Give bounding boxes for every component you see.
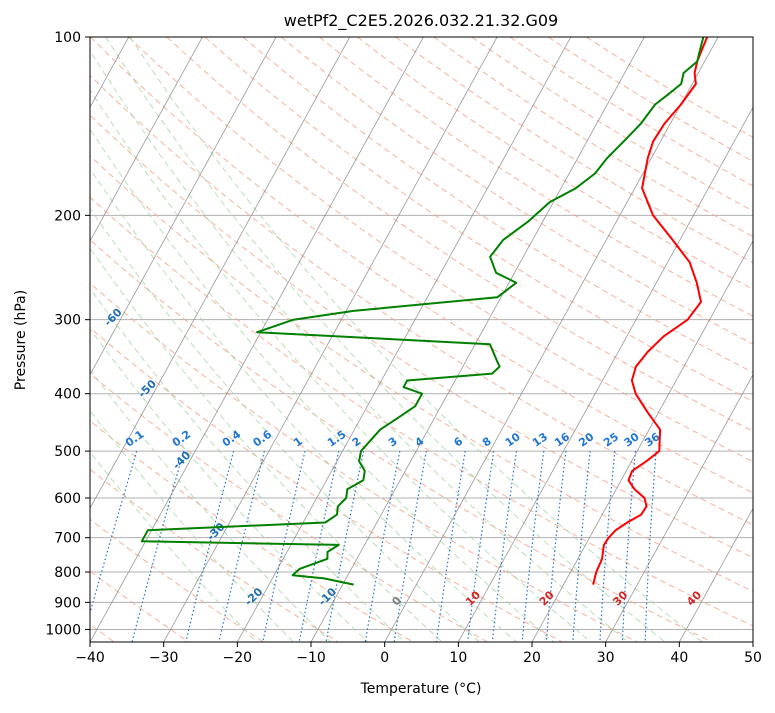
- x-axis-title: Temperature (°C): [360, 681, 482, 697]
- y-tick-label: 500: [54, 444, 81, 460]
- y-tick-label: 200: [54, 208, 81, 224]
- x-tick-label: 0: [380, 650, 389, 666]
- y-tick-label: 400: [54, 387, 81, 403]
- x-tick-label: −40: [75, 650, 105, 666]
- y-tick-label: 300: [54, 313, 81, 329]
- x-tick-label: −30: [149, 650, 179, 666]
- x-tick-label: 20: [523, 650, 541, 666]
- y-axis-title: Pressure (hPa): [13, 290, 29, 390]
- isotherm-label: -90: [0, 91, 22, 114]
- plot-background: [90, 37, 753, 642]
- x-tick-label: −20: [223, 650, 253, 666]
- y-tick-label: 1000: [45, 622, 81, 638]
- chart-title: wetPf2_C2E5.2026.032.21.32.G09: [284, 11, 558, 31]
- x-tick-label: 30: [597, 650, 615, 666]
- x-tick-label: 40: [670, 650, 688, 666]
- x-tick-label: 50: [744, 650, 762, 666]
- isotherm-label: -80: [33, 163, 56, 186]
- y-tick-label: 600: [54, 491, 81, 507]
- x-tick-label: 10: [449, 650, 467, 666]
- x-tick-label: −10: [296, 650, 326, 666]
- y-tick-label: 700: [54, 531, 81, 547]
- y-tick-label: 800: [54, 565, 81, 581]
- y-tick-label: 100: [54, 30, 81, 46]
- isotherm-line: [753, 37, 775, 642]
- isotherm-label: -70: [67, 234, 90, 257]
- y-tick-label: 900: [54, 595, 81, 611]
